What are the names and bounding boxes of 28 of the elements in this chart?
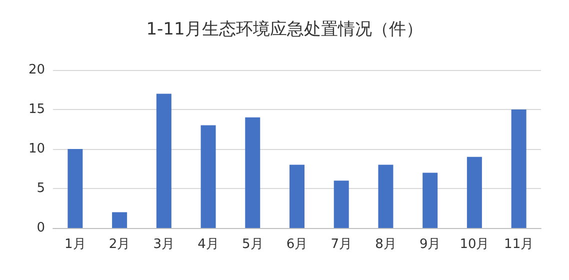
bar — [200, 125, 216, 228]
x-tick-label: 2月 — [108, 237, 130, 252]
x-tick-label: 7月 — [330, 237, 352, 252]
bar — [112, 212, 128, 228]
bar — [290, 164, 304, 228]
x-tick-label: 3月 — [153, 237, 175, 252]
y-tick-label: 15 — [28, 102, 45, 117]
bar — [378, 164, 394, 228]
bar — [68, 149, 83, 228]
x-tick-label: 11月 — [504, 237, 534, 252]
x-tick-label: 9月 — [419, 237, 441, 252]
x-tick-label: 10月 — [460, 237, 490, 252]
x-tick-label: 6月 — [286, 237, 308, 252]
y-tick-label: 5 — [36, 181, 45, 196]
y-tick-label: 0 — [36, 220, 45, 236]
bar — [511, 110, 526, 228]
bar — [156, 94, 172, 228]
x-tick-label: 1月 — [64, 237, 86, 252]
x-tick-label: 4月 — [198, 237, 219, 252]
x-tick-label: 8月 — [375, 237, 396, 252]
bar — [466, 156, 482, 228]
x-tick-label: 5月 — [242, 237, 264, 252]
y-tick-label: 10 — [28, 142, 45, 156]
bar — [334, 180, 349, 228]
bar — [245, 117, 260, 228]
y-tick-label: 20 — [28, 62, 45, 78]
bar — [422, 172, 438, 228]
chart-title: 1-11月生态环境应急处置情况（件） — [146, 20, 423, 40]
